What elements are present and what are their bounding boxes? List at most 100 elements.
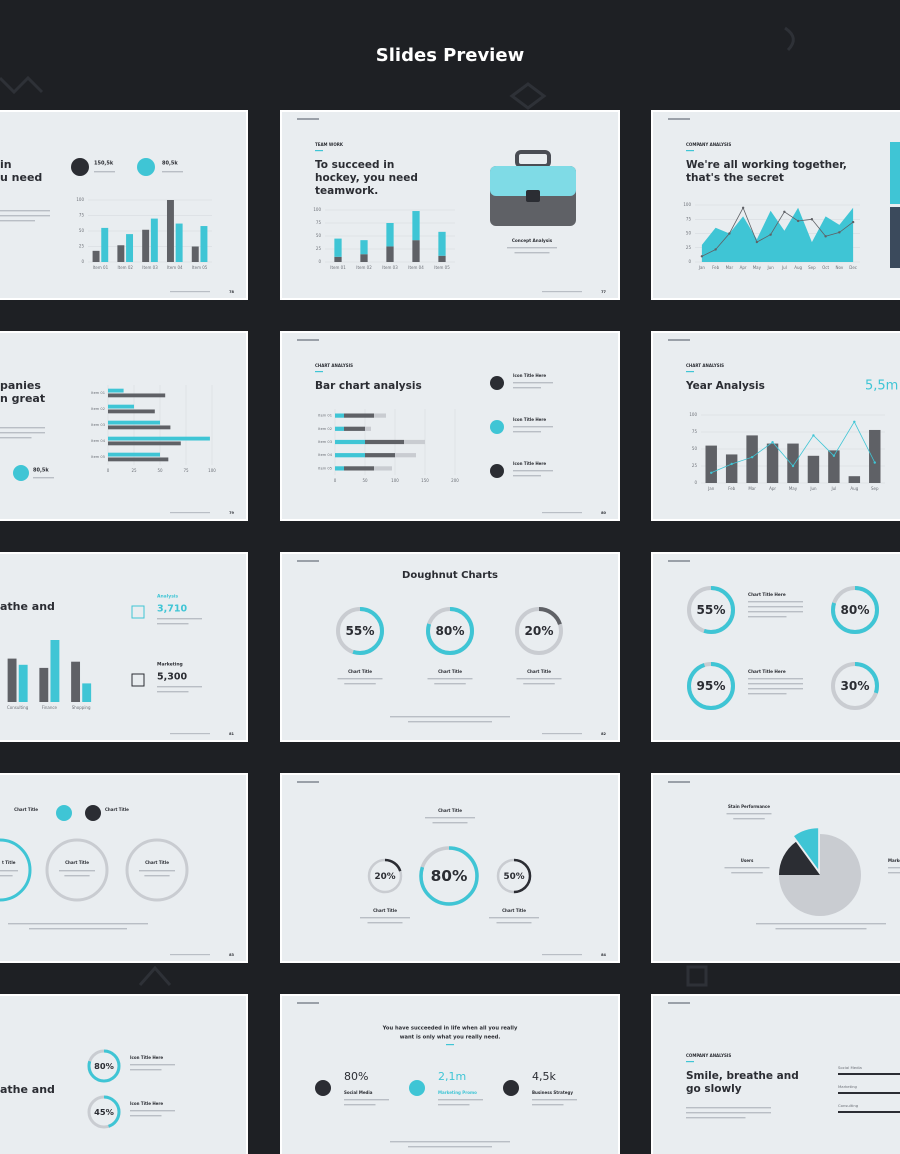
point <box>810 218 814 221</box>
bar <box>92 250 100 262</box>
y-tick-label: 75 <box>686 216 692 221</box>
body-text-placeholder <box>532 1099 577 1101</box>
x-tick-label: Item 04 <box>408 265 424 270</box>
bar <box>360 254 368 262</box>
body-text-placeholder <box>513 470 553 472</box>
body-text-placeholder <box>390 1141 510 1143</box>
donut-arc <box>336 607 384 655</box>
squiggle <box>0 75 44 95</box>
stat-value: 5,300 <box>157 672 187 683</box>
body-text-placeholder <box>775 928 867 930</box>
y-tick-label: 75 <box>692 429 698 434</box>
x-tick-label: Item 05 <box>434 265 450 270</box>
bar <box>365 426 371 431</box>
x-tick-label: Apr <box>740 265 747 270</box>
stat-value: 3,710 <box>157 604 187 615</box>
bar <box>807 455 820 483</box>
slide: inu need 150,5k 80,5k 0 25 50 75 100 Item 01 Item… <box>0 110 248 300</box>
body-text-placeholder <box>438 1099 483 1101</box>
slide-bg <box>0 112 246 298</box>
stat-value: 4,5k <box>532 1070 556 1083</box>
body-text-placeholder <box>29 928 127 930</box>
donut-label: 55% <box>346 624 375 638</box>
pie-slice <box>779 834 861 916</box>
bar <box>725 454 738 483</box>
body-text-placeholder <box>130 1110 175 1112</box>
slide-heading: that's the secret <box>686 172 784 184</box>
point <box>710 471 713 474</box>
bar <box>438 231 446 256</box>
accent <box>315 371 323 373</box>
donut-arc <box>687 586 735 634</box>
point <box>714 248 717 251</box>
bar <box>335 439 365 445</box>
logo <box>668 118 690 120</box>
slide-heading: in <box>0 158 12 171</box>
y-tick-label: Item 04 <box>318 453 333 457</box>
caption: Chart Title <box>373 908 397 913</box>
footer-url <box>542 291 582 293</box>
x-tick-label: 100 <box>391 478 399 483</box>
body-text-placeholder <box>0 220 35 222</box>
bar <box>18 664 28 702</box>
donut-label: 20% <box>525 624 554 638</box>
slide-heading: You have succeeded in life when all you … <box>382 1026 518 1032</box>
y-tick-label: 75 <box>316 220 322 225</box>
body-text-placeholder <box>686 1112 771 1114</box>
caption: Marketing <box>838 1084 858 1089</box>
body-text-placeholder <box>489 917 539 919</box>
square <box>686 965 708 987</box>
y-tick-label: 50 <box>79 228 85 233</box>
bar <box>404 439 425 445</box>
slide-heading: We're all working together, <box>686 159 847 171</box>
point <box>741 206 745 210</box>
x-tick-label: Oct <box>822 265 829 270</box>
page-title: Slides Preview <box>376 45 524 66</box>
bar <box>374 413 386 418</box>
body-text-placeholder <box>513 387 541 389</box>
bar <box>705 445 717 483</box>
x-tick-label: 50 <box>157 468 163 473</box>
caption: Social Media <box>838 1065 862 1070</box>
x-tick-label: Item 02 <box>117 265 133 270</box>
arc <box>784 26 795 52</box>
y-tick-label: Item 01 <box>91 391 105 395</box>
body-text-placeholder <box>139 870 175 872</box>
bar <box>200 226 208 262</box>
bar <box>438 255 446 262</box>
caption: Icon Title Here <box>130 1101 163 1106</box>
pie-slice <box>779 841 820 875</box>
body-text-placeholder <box>513 475 541 477</box>
body-text-placeholder <box>130 1064 175 1066</box>
donut-label: 80% <box>94 1061 114 1071</box>
icon <box>71 158 89 176</box>
donut-label: 95% <box>697 679 726 693</box>
body-text-placeholder <box>724 867 770 869</box>
slide: You have succeeded in life when all you … <box>280 994 620 1154</box>
body-text-placeholder <box>0 437 32 439</box>
bar <box>334 256 342 262</box>
footer-url <box>170 512 210 514</box>
slide-bg <box>653 554 900 740</box>
x-tick-label: Item 05 <box>192 265 208 270</box>
logo <box>668 1002 690 1004</box>
body-text-placeholder <box>888 867 900 869</box>
bar <box>108 425 171 430</box>
body-text-placeholder <box>748 616 787 618</box>
bar <box>360 240 368 255</box>
logo <box>297 1002 319 1004</box>
caption: Chart Title <box>65 860 89 865</box>
footer-url <box>170 733 210 735</box>
slide-heading: teamwork. <box>315 185 378 197</box>
y-tick-label: Item 05 <box>318 466 332 470</box>
squiggle <box>138 965 172 986</box>
body-text-placeholder <box>94 171 115 173</box>
stat-value: 80% <box>344 1070 368 1083</box>
donut-arc <box>687 662 735 710</box>
donut-arc <box>426 607 474 655</box>
accent <box>686 150 694 152</box>
bar <box>117 245 125 262</box>
